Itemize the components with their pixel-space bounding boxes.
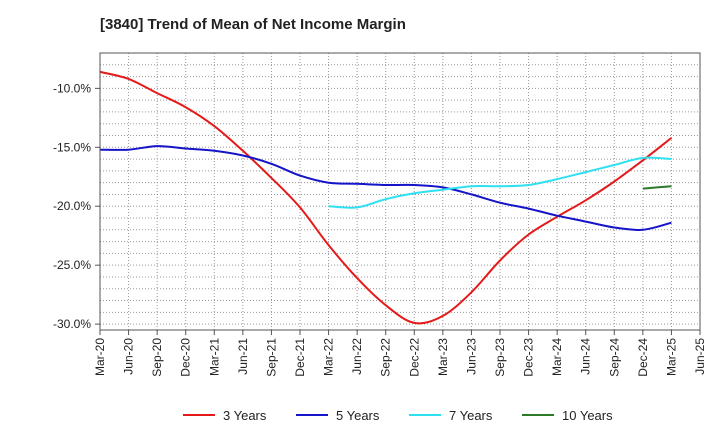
y-tick-label: -25.0%	[53, 258, 91, 272]
x-tick-label: Mar-24	[550, 338, 564, 376]
series-line-3-years	[99, 70, 673, 325]
chart-title: [3840] Trend of Mean of Net Income Margi…	[100, 16, 406, 33]
x-tick-label: Dec-21	[293, 338, 307, 377]
y-axis-ticks: -10.0% -15.0% -20.0% -25.0% -30.0%	[53, 81, 100, 331]
x-tick-label: Jun-24	[579, 338, 593, 375]
legend-label-10-years: 10 Years	[562, 408, 613, 423]
grid-lines	[100, 53, 700, 330]
legend: 3 Years 5 Years 7 Years 10 Years	[183, 408, 613, 423]
y-tick-label: -15.0%	[53, 140, 91, 154]
x-axis-ticks: Mar-20 Jun-20 Sep-20 Dec-20 Mar-21 Jun-21 Sep-…	[93, 330, 707, 377]
series-line-5-years	[99, 145, 672, 231]
legend-label-7-years: 7 Years	[449, 408, 493, 423]
x-tick-label: Jun-23	[464, 338, 478, 375]
x-tick-label: Dec-23	[522, 338, 536, 377]
x-tick-label: Jun-25	[693, 338, 707, 375]
x-tick-label: Jun-22	[350, 338, 364, 375]
x-tick-label: Mar-22	[322, 338, 336, 376]
series-line-10-years	[642, 185, 672, 190]
legend-label-3-years: 3 Years	[223, 408, 267, 423]
x-tick-label: Sep-20	[150, 338, 164, 377]
x-tick-label: Mar-21	[207, 338, 221, 376]
x-tick-label: Dec-22	[407, 338, 421, 377]
y-tick-label: -30.0%	[53, 317, 91, 331]
legend-label-5-years: 5 Years	[336, 408, 380, 423]
x-tick-label: Sep-22	[379, 338, 393, 377]
x-tick-label: Sep-21	[264, 338, 278, 377]
plot-border	[99, 52, 701, 331]
x-tick-label: Mar-23	[436, 338, 450, 376]
series-lines	[99, 70, 673, 325]
x-tick-label: Dec-24	[636, 338, 650, 377]
x-tick-label: Sep-24	[607, 338, 621, 377]
x-tick-label: Dec-20	[179, 338, 193, 377]
x-tick-label: Jun-21	[236, 338, 250, 375]
x-tick-label: Sep-23	[493, 338, 507, 377]
x-tick-label: Jun-20	[122, 338, 136, 375]
x-tick-label: Mar-20	[93, 338, 107, 376]
y-tick-label: -20.0%	[53, 199, 91, 213]
y-tick-label: -10.0%	[53, 81, 91, 95]
x-tick-label: Mar-25	[664, 338, 678, 376]
series-line-7-years	[328, 156, 672, 209]
